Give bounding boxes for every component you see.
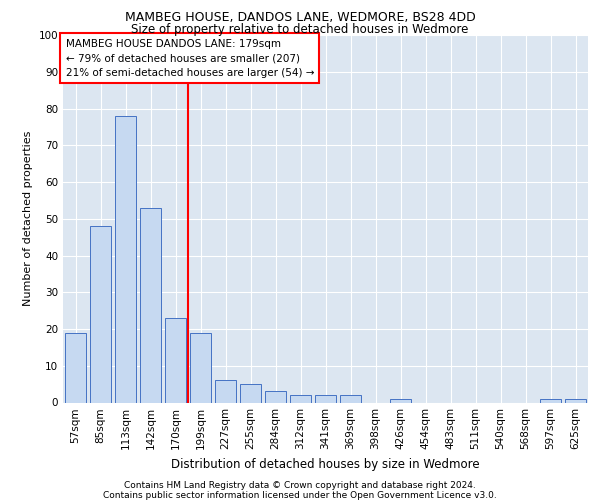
Text: Contains HM Land Registry data © Crown copyright and database right 2024.: Contains HM Land Registry data © Crown c… xyxy=(124,480,476,490)
Bar xyxy=(190,332,211,402)
Bar xyxy=(140,208,161,402)
Bar xyxy=(115,116,136,403)
Text: Contains public sector information licensed under the Open Government Licence v3: Contains public sector information licen… xyxy=(103,490,497,500)
Bar xyxy=(240,384,261,402)
Text: MAMBEG HOUSE, DANDOS LANE, WEDMORE, BS28 4DD: MAMBEG HOUSE, DANDOS LANE, WEDMORE, BS28… xyxy=(125,11,475,24)
Bar xyxy=(565,399,586,402)
Bar xyxy=(340,395,361,402)
Bar xyxy=(165,318,186,402)
Bar xyxy=(90,226,111,402)
Bar xyxy=(265,392,286,402)
Bar xyxy=(65,332,86,402)
Bar xyxy=(215,380,236,402)
X-axis label: Distribution of detached houses by size in Wedmore: Distribution of detached houses by size … xyxy=(171,458,480,471)
Text: MAMBEG HOUSE DANDOS LANE: 179sqm
← 79% of detached houses are smaller (207)
21% : MAMBEG HOUSE DANDOS LANE: 179sqm ← 79% o… xyxy=(65,38,314,78)
Bar xyxy=(290,395,311,402)
Bar xyxy=(540,399,561,402)
Bar xyxy=(315,395,336,402)
Text: Size of property relative to detached houses in Wedmore: Size of property relative to detached ho… xyxy=(131,22,469,36)
Y-axis label: Number of detached properties: Number of detached properties xyxy=(23,131,33,306)
Bar xyxy=(390,399,411,402)
